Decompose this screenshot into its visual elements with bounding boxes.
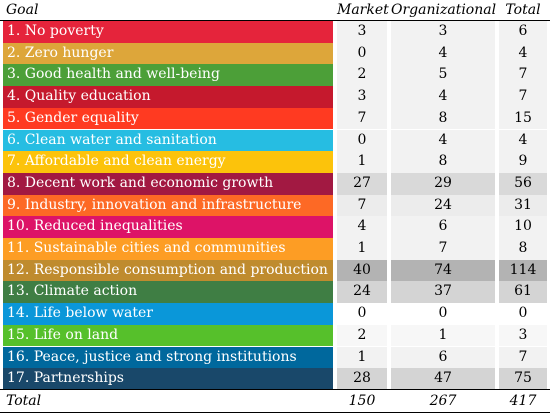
- table-row: 11. Sustainable cities and communities 1 7…: [0, 238, 550, 260]
- market-cell: 0: [337, 129, 387, 152]
- goal-label: 12. Responsible consumption and producti…: [3, 259, 333, 282]
- total-cell: 6: [499, 21, 547, 43]
- total-cell: 61: [499, 281, 547, 304]
- header-market: Market: [337, 2, 389, 18]
- total-cell: 7: [499, 346, 547, 369]
- market-cell: 7: [337, 107, 387, 130]
- total-cell: 10: [499, 216, 547, 238]
- header-goal: Goal: [6, 2, 39, 18]
- table-row: 12. Responsible consumption and producti…: [0, 259, 550, 282]
- total-cell: 15: [499, 107, 547, 130]
- organizational-cell: 74: [391, 259, 495, 282]
- table-row: 16. Peace, justice and strong institutio…: [0, 346, 550, 369]
- market-cell: 3: [337, 86, 387, 108]
- organizational-cell: 4: [391, 86, 495, 108]
- table-row: 8. Decent work and economic growth 27 29 56: [0, 172, 550, 195]
- organizational-cell: 3: [391, 21, 495, 43]
- market-cell: 24: [337, 281, 387, 304]
- market-cell: 1: [337, 346, 387, 369]
- market-cell: 0: [337, 42, 387, 65]
- footer-market-total: 150: [348, 393, 376, 409]
- organizational-cell: 7: [391, 238, 495, 260]
- table-row: 2. Zero hunger 0 4 4: [0, 42, 550, 65]
- market-cell: 2: [337, 324, 387, 347]
- table-row: 17. Partnerships 28 47 75: [0, 368, 550, 390]
- table-row: 10. Reduced inequalities 4 6 10: [0, 216, 550, 238]
- organizational-cell: 0: [391, 303, 495, 325]
- market-cell: 1: [337, 151, 387, 173]
- total-cell: 31: [499, 194, 547, 217]
- goal-label: 3. Good health and well-being: [3, 64, 333, 87]
- goal-label: 5. Gender equality: [3, 107, 333, 130]
- goal-label: 13. Climate action: [3, 281, 333, 304]
- table-row: 7. Affordable and clean energy 1 8 9: [0, 151, 550, 173]
- goal-label: 2. Zero hunger: [3, 42, 333, 65]
- table-row: 5. Gender equality 7 8 15: [0, 107, 550, 130]
- goal-label: 16. Peace, justice and strong institutio…: [3, 346, 333, 369]
- organizational-cell: 6: [391, 346, 495, 369]
- table-header: Goal Market Organizational Total: [0, 0, 550, 21]
- organizational-cell: 8: [391, 151, 495, 173]
- goal-label: 1. No poverty: [3, 21, 333, 43]
- total-cell: 7: [499, 86, 547, 108]
- header-total: Total: [505, 2, 541, 18]
- market-cell: 0: [337, 303, 387, 325]
- header-organizational: Organizational: [391, 2, 497, 18]
- table-row: 14. Life below water 0 0 0: [0, 303, 550, 325]
- goal-label: 6. Clean water and sanitation: [3, 129, 333, 152]
- market-cell: 7: [337, 194, 387, 217]
- total-cell: 0: [499, 303, 547, 325]
- goal-label: 14. Life below water: [3, 303, 333, 325]
- table-footer: Total 150 267 417: [0, 389, 550, 413]
- goal-label: 9. Industry, innovation and infrastructu…: [3, 194, 333, 217]
- organizational-cell: 37: [391, 281, 495, 304]
- table-row: 1. No poverty 3 3 6: [0, 21, 550, 43]
- goal-label: 10. Reduced inequalities: [3, 216, 333, 238]
- total-cell: 7: [499, 64, 547, 87]
- market-cell: 3: [337, 21, 387, 43]
- goal-label: 4. Quality education: [3, 86, 333, 108]
- total-cell: 4: [499, 129, 547, 152]
- market-cell: 4: [337, 216, 387, 238]
- footer-organizational-total: 267: [429, 393, 457, 409]
- table-row: 4. Quality education 3 4 7: [0, 86, 550, 108]
- market-cell: 28: [337, 368, 387, 390]
- goal-label: 7. Affordable and clean energy: [3, 151, 333, 173]
- organizational-cell: 29: [391, 172, 495, 195]
- table-row: 15. Life on land 2 1 3: [0, 324, 550, 347]
- total-cell: 56: [499, 172, 547, 195]
- goal-label: 15. Life on land: [3, 324, 333, 347]
- total-cell: 114: [499, 259, 547, 282]
- total-cell: 8: [499, 238, 547, 260]
- table-row: 9. Industry, innovation and infrastructu…: [0, 194, 550, 217]
- footer-label: Total: [6, 393, 42, 409]
- total-cell: 9: [499, 151, 547, 173]
- total-cell: 4: [499, 42, 547, 65]
- organizational-cell: 5: [391, 64, 495, 87]
- goal-label: 8. Decent work and economic growth: [3, 172, 333, 195]
- organizational-cell: 4: [391, 129, 495, 152]
- goal-label: 17. Partnerships: [3, 368, 333, 390]
- organizational-cell: 4: [391, 42, 495, 65]
- table-row: 6. Clean water and sanitation 0 4 4: [0, 129, 550, 152]
- table-row: 13. Climate action 24 37 61: [0, 281, 550, 304]
- organizational-cell: 8: [391, 107, 495, 130]
- goal-label: 11. Sustainable cities and communities: [3, 238, 333, 260]
- organizational-cell: 1: [391, 324, 495, 347]
- organizational-cell: 47: [391, 368, 495, 390]
- total-cell: 75: [499, 368, 547, 390]
- organizational-cell: 6: [391, 216, 495, 238]
- market-cell: 2: [337, 64, 387, 87]
- market-cell: 40: [337, 259, 387, 282]
- table-row: 3. Good health and well-being 2 5 7: [0, 64, 550, 87]
- footer-grand-total: 417: [509, 393, 537, 409]
- market-cell: 1: [337, 238, 387, 260]
- total-cell: 3: [499, 324, 547, 347]
- market-cell: 27: [337, 172, 387, 195]
- organizational-cell: 24: [391, 194, 495, 217]
